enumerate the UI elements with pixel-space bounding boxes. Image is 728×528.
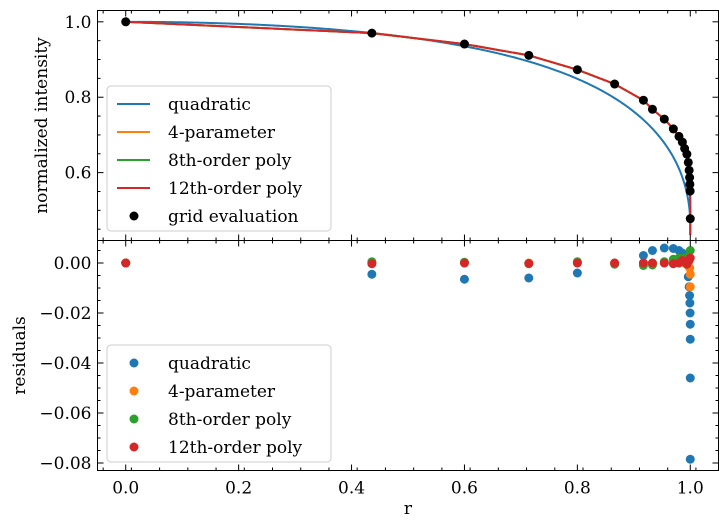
grid-point bbox=[459, 39, 469, 49]
residual-point-12th-order-poly bbox=[610, 258, 620, 268]
residual-point-quadratic bbox=[685, 308, 695, 318]
top-panel: 0.6 0.8 1.0 normalized intensity quadratic… bbox=[32, 10, 719, 241]
y-tick-label: 1.0 bbox=[64, 13, 91, 33]
residual-point-quadratic bbox=[524, 273, 534, 283]
residual-point-quadratic bbox=[685, 373, 695, 383]
legend-label: quadratic bbox=[168, 354, 251, 374]
residual-point-12th-order-poly bbox=[459, 258, 469, 268]
legend-label: 4-parameter bbox=[168, 123, 276, 143]
x-tick-label: 0.2 bbox=[225, 479, 252, 499]
residual-point-quadratic bbox=[685, 454, 695, 464]
grid-point bbox=[610, 79, 620, 89]
y-tick-label: 0.8 bbox=[64, 88, 91, 108]
grid-point bbox=[659, 114, 669, 124]
legend-label: 8th-order poly bbox=[168, 410, 292, 430]
residual-point-quadratic bbox=[685, 319, 695, 329]
legend-label: 8th-order poly bbox=[168, 151, 292, 171]
grid-point bbox=[121, 17, 131, 27]
bottom-legend: quadratic 4-parameter 8th-order poly 12th-o… bbox=[106, 344, 332, 463]
residual-point-12th-order-poly bbox=[638, 258, 648, 268]
legend-marker-swatch bbox=[129, 414, 139, 424]
y-tick-label: −0.02 bbox=[39, 304, 91, 324]
residual-point-12th-order-poly bbox=[647, 258, 657, 268]
x-tick-label: 0.0 bbox=[112, 479, 139, 499]
x-axis-label: r bbox=[404, 499, 413, 519]
y-tick-label: 0.6 bbox=[64, 164, 91, 184]
top-y-axis-label: normalized intensity bbox=[32, 37, 52, 214]
legend-label: 4-parameter bbox=[168, 382, 276, 402]
grid-point bbox=[638, 95, 648, 105]
top-axis-ticks: 0.6 0.8 1.0 bbox=[64, 10, 719, 241]
residual-point-quadratic bbox=[638, 251, 648, 260]
x-tick-label: 0.4 bbox=[338, 479, 365, 499]
x-tick-label: 0.6 bbox=[451, 479, 478, 499]
grid-point bbox=[668, 124, 678, 134]
grid-point bbox=[685, 214, 695, 224]
grid-point bbox=[524, 50, 534, 60]
legend-marker-swatch bbox=[129, 386, 139, 396]
residual-point-quadratic bbox=[572, 268, 582, 278]
residual-point-quadratic bbox=[685, 334, 695, 344]
grid-point bbox=[684, 165, 694, 175]
residual-point-12th-order-poly bbox=[524, 259, 534, 268]
y-tick-label: −0.04 bbox=[39, 354, 91, 374]
grid-point bbox=[685, 179, 695, 189]
residual-point-12th-order-poly bbox=[572, 258, 582, 268]
bottom-panel: 0.0 0.2 0.4 0.6 0.8 1.0 0.00 −0.02 −0.04 −0.06 −0.… bbox=[10, 240, 719, 519]
residual-point-quadratic bbox=[685, 298, 695, 308]
residual-point-quadratic bbox=[459, 274, 469, 284]
bottom-plot-frame bbox=[97, 240, 719, 471]
quadratic-curve bbox=[125, 20, 692, 226]
grid-point bbox=[682, 149, 692, 159]
residual-point-quadratic bbox=[647, 246, 657, 255]
residual-point-4-parameter bbox=[685, 282, 695, 292]
residual-point-quadratic bbox=[685, 291, 695, 300]
grid-point bbox=[683, 157, 693, 167]
legend-marker-swatch bbox=[129, 358, 139, 368]
x-tick-label: 1.0 bbox=[677, 479, 704, 499]
legend-box bbox=[106, 85, 332, 232]
bottom-axis-ticks: 0.0 0.2 0.4 0.6 0.8 1.0 0.00 −0.02 −0.04 −0.06 −0.… bbox=[39, 240, 719, 499]
legend-label: 12th-order poly bbox=[168, 179, 303, 199]
legend-marker-swatch bbox=[129, 442, 139, 452]
legend-marker-swatch bbox=[129, 211, 139, 221]
residual-point-quadratic bbox=[659, 243, 669, 253]
legend-label: quadratic bbox=[168, 95, 251, 115]
bottom-plot-area bbox=[121, 243, 695, 464]
y-tick-label: −0.08 bbox=[39, 454, 91, 474]
x-tick-label: 0.8 bbox=[564, 479, 591, 499]
residual-point-12th-order-poly bbox=[121, 258, 131, 268]
legend-box bbox=[106, 344, 332, 463]
grid-point bbox=[647, 104, 657, 114]
residual-point-quadratic bbox=[367, 269, 377, 279]
grid-point bbox=[685, 186, 695, 196]
residual-point-8th-order-poly bbox=[685, 246, 695, 255]
residual-point-12th-order-poly bbox=[659, 258, 669, 268]
legend-label: grid evaluation bbox=[168, 207, 299, 227]
grid-point bbox=[685, 173, 695, 183]
bottom-y-axis-label: residuals bbox=[10, 316, 30, 394]
residual-point-4-parameter bbox=[685, 269, 695, 279]
residual-point-12th-order-poly bbox=[685, 253, 695, 263]
grid-point bbox=[572, 65, 582, 75]
legend-label: 12th-order poly bbox=[168, 438, 303, 458]
top-plot-area bbox=[121, 17, 695, 235]
y-tick-label: 0.00 bbox=[54, 254, 92, 274]
top-legend: quadratic 4-parameter 8th-order poly 12th-o… bbox=[106, 85, 332, 232]
y-tick-label: −0.06 bbox=[39, 404, 91, 424]
grid-point bbox=[367, 28, 377, 38]
residual-point-12th-order-poly bbox=[367, 259, 377, 269]
